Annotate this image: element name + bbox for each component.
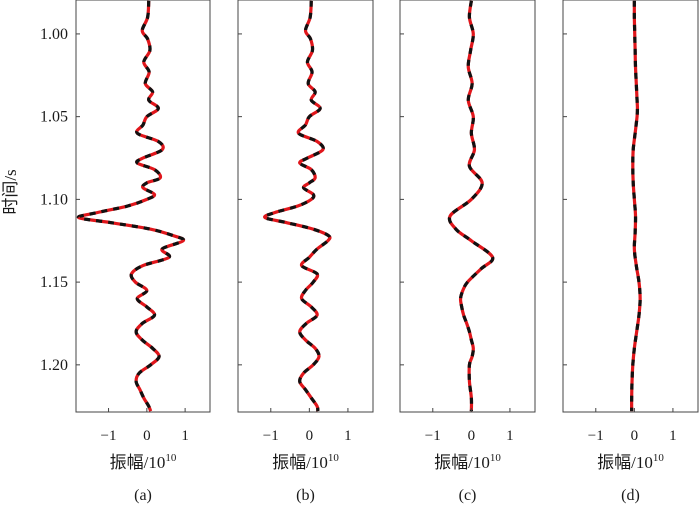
x-tick-label: 0	[306, 428, 314, 444]
trace-3	[447, 0, 495, 412]
trace-red	[263, 0, 332, 412]
panels: −1 0 1振幅/1010(a)−1 0 1振幅/1010(b)−1 0 1振幅/1010(…	[75, 0, 699, 504]
x-tick-label: 1	[181, 428, 189, 444]
trace-red	[630, 0, 642, 412]
axes-frame	[237, 0, 374, 413]
x-tick-label: −1	[588, 428, 604, 444]
panel-label: (c)	[459, 487, 477, 504]
panel-3: −1 0 1 振幅/1010 (c)	[399, 0, 536, 504]
x-tick-label: 1	[344, 428, 352, 444]
x-axis-label-exponent: 10	[328, 452, 340, 464]
x-tick-label: 0	[631, 428, 639, 444]
axes-frame	[75, 0, 211, 413]
x-tick-label: 1	[669, 428, 677, 444]
trace-2	[263, 0, 332, 412]
trace-black-dashed	[447, 0, 495, 412]
x-axis-label-base: 振幅/10	[597, 453, 653, 472]
x-axis-label-exponent: 10	[653, 452, 665, 464]
x-axis-label-exponent: 10	[490, 452, 502, 464]
panel-4: −1 0 1 振幅/1010 (d)	[562, 0, 699, 504]
x-axis-label: 振幅/1010	[434, 452, 501, 472]
trace-black-dashed	[630, 0, 642, 412]
panel-label: (d)	[621, 487, 640, 504]
trace-red	[447, 0, 495, 412]
y-axis-ticks: 1.00 1.05 1.10 1.15 1.20	[40, 26, 68, 374]
y-tick-label: 1.10	[40, 191, 68, 208]
x-tick-label: 1	[506, 428, 514, 444]
panel-1: −1 0 1振幅/1010(a)	[75, 0, 211, 504]
panel-label: (a)	[134, 487, 152, 504]
y-tick-label: 1.15	[40, 274, 68, 291]
x-axis-label-base: 振幅/10	[434, 453, 490, 472]
x-axis-label-base: 振幅/10	[110, 453, 166, 472]
x-tick-label: 0	[468, 428, 476, 444]
trace-1	[76, 0, 186, 412]
x-tick-label: −1	[101, 428, 117, 444]
y-tick-label: 1.00	[40, 26, 68, 43]
x-axis-label-exponent: 10	[165, 452, 177, 464]
x-tick-label: −1	[425, 428, 441, 444]
x-axis-label: 振幅/1010	[272, 452, 339, 472]
trace-black-dashed	[263, 0, 332, 412]
trace-red	[76, 0, 186, 412]
trace-4	[630, 0, 642, 412]
x-tick-label: 0	[143, 428, 151, 444]
x-axis-label: 振幅/1010	[110, 452, 177, 472]
panel-2: −1 0 1 振幅/1010 (b)	[237, 0, 374, 504]
x-tick-label: −1	[263, 428, 279, 444]
panel-label: (b)	[296, 487, 315, 504]
y-tick-label: 1.05	[40, 109, 68, 126]
x-axis-label-base: 振幅/10	[272, 453, 328, 472]
x-axis-label: 振幅/1010	[597, 452, 664, 472]
axes-frame	[562, 0, 699, 413]
axes-frame	[399, 0, 536, 413]
y-axis-label: 时间/s	[1, 169, 20, 214]
y-tick-label: 1.20	[40, 357, 68, 374]
